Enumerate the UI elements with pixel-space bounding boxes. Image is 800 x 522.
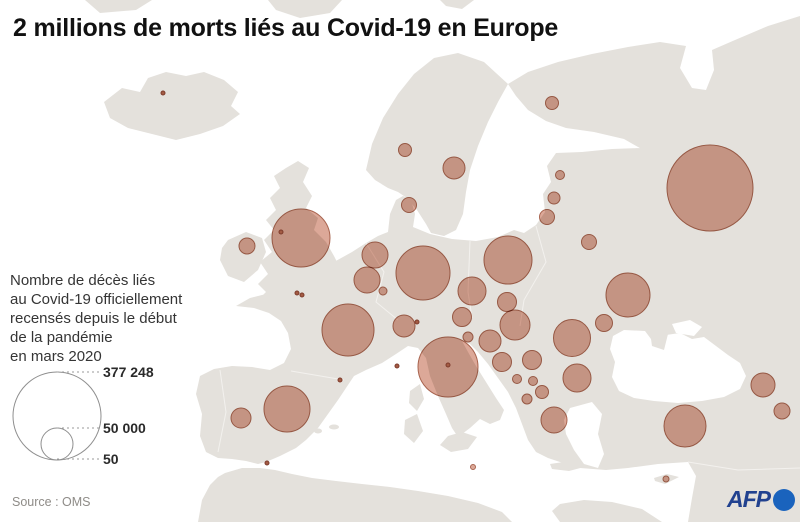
- circle-montenegro: [512, 374, 522, 384]
- country-borders-2: [290, 370, 345, 381]
- country-borders-5: [687, 461, 800, 471]
- circle-finland: [545, 96, 559, 110]
- afp-globe-icon: [773, 488, 795, 511]
- dot-gibraltar: [264, 460, 270, 466]
- circle-czechia: [457, 276, 487, 306]
- legend-line: de la pandémie: [10, 329, 113, 346]
- circle-switzerland: [392, 314, 416, 338]
- dot-iceland: [160, 90, 166, 96]
- legend-circle-1: [40, 427, 74, 461]
- circle-spain: [263, 385, 311, 433]
- land-crimea: [650, 332, 668, 350]
- circle-united-kingdom: [271, 208, 331, 268]
- circle-belgium: [353, 266, 381, 294]
- circle-moldova: [595, 314, 613, 332]
- circle-france: [321, 303, 375, 357]
- death-count-bubbles: [160, 90, 791, 483]
- legend-line: au Covid-19 officiellement: [10, 291, 183, 308]
- circle-belarus: [581, 234, 597, 250]
- sea-aegean: [564, 402, 604, 468]
- land-sardinia: [404, 414, 423, 443]
- legend-line: en mars 2020: [10, 348, 102, 365]
- sea-azov: [672, 320, 702, 336]
- circle-latvia: [547, 191, 561, 205]
- land-balearics: [314, 428, 322, 434]
- scale-label-min: 50: [103, 451, 119, 467]
- legend-description: Nombre de décès liés au Covid-19 officie…: [10, 271, 210, 366]
- circle-germany: [395, 245, 451, 301]
- land-north-africa: [198, 468, 512, 522]
- circle-bosnia-herzegovina: [492, 352, 512, 372]
- scale-label-mid: 50 000: [103, 420, 146, 436]
- dot-andorra: [337, 377, 343, 383]
- circle-croatia: [478, 329, 502, 353]
- land-sicily: [440, 432, 477, 452]
- circle-slovenia: [462, 331, 474, 343]
- land-corsica: [409, 384, 424, 411]
- circle-poland: [483, 235, 533, 285]
- circle-estonia: [555, 170, 565, 180]
- circle-austria: [452, 307, 472, 327]
- afp-logo-text: AFP: [727, 486, 771, 512]
- land-crete: [550, 461, 588, 471]
- dot-liechtenstein: [414, 319, 420, 325]
- circle-hungary: [499, 309, 531, 341]
- circle-portugal: [230, 407, 252, 429]
- legend-scale-circles: [12, 371, 102, 461]
- land-iceland: [104, 72, 240, 140]
- circle-ukraine: [605, 272, 651, 318]
- land-balearics-2: [329, 424, 339, 430]
- legend-line: Nombre de décès liés: [10, 272, 156, 289]
- source-text: Source : OMS: [12, 495, 91, 509]
- circle-norway: [398, 143, 412, 157]
- dot-monaco: [394, 363, 400, 369]
- dot-san-marino: [445, 362, 451, 368]
- circle-denmark: [401, 197, 417, 213]
- circle-lithuania: [539, 209, 555, 225]
- land-scandinavia: [366, 53, 508, 236]
- circle-luxembourg: [378, 286, 388, 296]
- circle-malta: [470, 464, 476, 470]
- land-arctic-islands-3: [440, 0, 474, 9]
- circle-cyprus: [662, 475, 670, 483]
- page-title: 2 millions de morts liés au Covid-19 en …: [13, 14, 559, 42]
- afp-logo: AFP: [727, 486, 795, 513]
- circle-ireland: [238, 237, 256, 255]
- land-arctic-islands: [85, 0, 152, 13]
- scale-label-max: 377 248: [103, 364, 154, 380]
- circle-serbia: [522, 350, 542, 370]
- circle-bulgaria: [562, 363, 592, 393]
- circle-romania: [553, 319, 591, 357]
- dot-jersey: [299, 292, 305, 298]
- circle-north-macedonia: [535, 385, 549, 399]
- circle-slovakia: [497, 292, 517, 312]
- circle-albania: [521, 393, 533, 405]
- land-arctic-islands-2: [268, 0, 342, 18]
- circle-georgia: [750, 372, 776, 398]
- legend-circle-0: [12, 371, 102, 461]
- circle-sweden: [442, 156, 466, 180]
- land-north-africa-east: [552, 500, 662, 522]
- circle-turkey: [663, 404, 707, 448]
- legend-line: recensés depuis le début: [10, 310, 177, 327]
- circle-russia: [666, 144, 754, 232]
- dot-guernsey: [294, 290, 300, 296]
- circle-kosovo: [528, 376, 538, 386]
- sea-black-sea: [610, 330, 746, 403]
- circle-greece: [540, 406, 568, 434]
- dot-isle-of-man: [278, 229, 284, 235]
- country-borders: [217, 369, 227, 453]
- circle-azerbaijan: [773, 402, 791, 420]
- circle-netherlands: [361, 241, 389, 269]
